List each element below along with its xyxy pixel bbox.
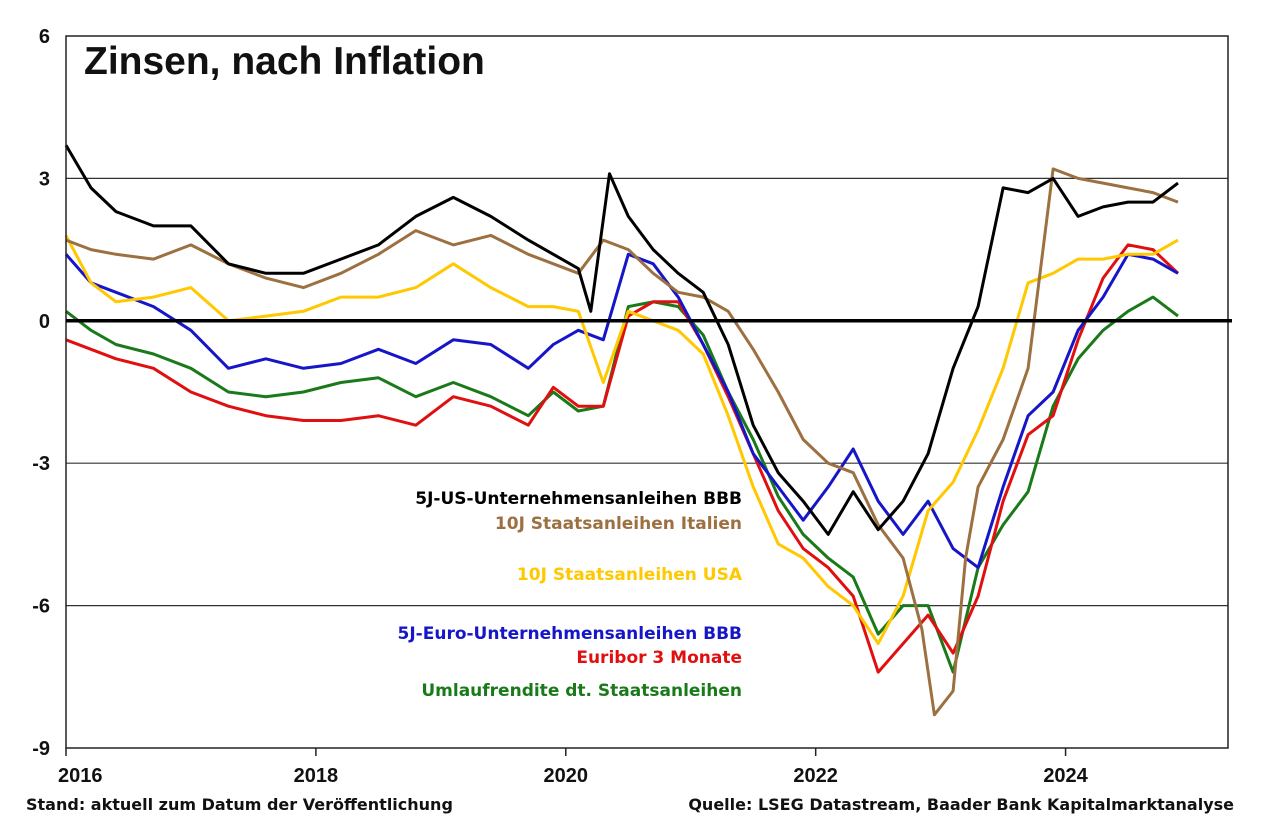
y-tick-label: -9: [32, 738, 50, 760]
x-tick-label: 2016: [58, 765, 103, 787]
y-tick-label: 6: [39, 26, 50, 48]
series-line-5: [65, 295, 1179, 674]
y-tick-label: 0: [39, 311, 50, 333]
series-line-4: [65, 243, 1180, 674]
x-axis-ticks: 2016 2018 2020 2022 2024: [58, 748, 1089, 787]
y-tick-label: 3: [39, 168, 50, 190]
x-tick-label: 2022: [793, 765, 838, 787]
footer-stand: Stand: aktuell zum Datum der Veröffentli…: [26, 795, 453, 814]
series-line-1: [65, 167, 1179, 717]
x-tick-label: 2018: [294, 765, 339, 787]
plot-frame: [65, 35, 1229, 749]
chart-title: Zinsen, nach Inflation: [84, 40, 485, 83]
x-tick-label: 2024: [1043, 765, 1088, 787]
y-tick-label: -6: [32, 596, 50, 618]
y-tick-label: -3: [32, 453, 50, 475]
gridlines: [66, 177, 1228, 607]
legend-euribor-3m: Euribor 3 Monate: [576, 648, 742, 668]
series-line-2: [64, 234, 1179, 646]
legend-us-corporate-bbb: 5J-US-Unternehmensanleihen BBB: [415, 489, 742, 509]
footer-source: Quelle: LSEG Datastream, Baader Bank Kap…: [688, 795, 1234, 814]
legend-italy-10y: 10J Staatsanleihen Italien: [494, 514, 742, 534]
legend-usa-10y: 10J Staatsanleihen USA: [516, 565, 742, 585]
legend-euro-corporate-bbb: 5J-Euro-Unternehmensanleihen BBB: [397, 624, 742, 644]
series-line-0: [64, 144, 1179, 536]
legend-umlaufrendite: Umlaufrendite dt. Staatsanleihen: [421, 681, 742, 701]
x-tick-label: 2020: [544, 765, 589, 787]
y-axis-ticks: 6 3 0 -3 -6 -9: [32, 26, 50, 760]
